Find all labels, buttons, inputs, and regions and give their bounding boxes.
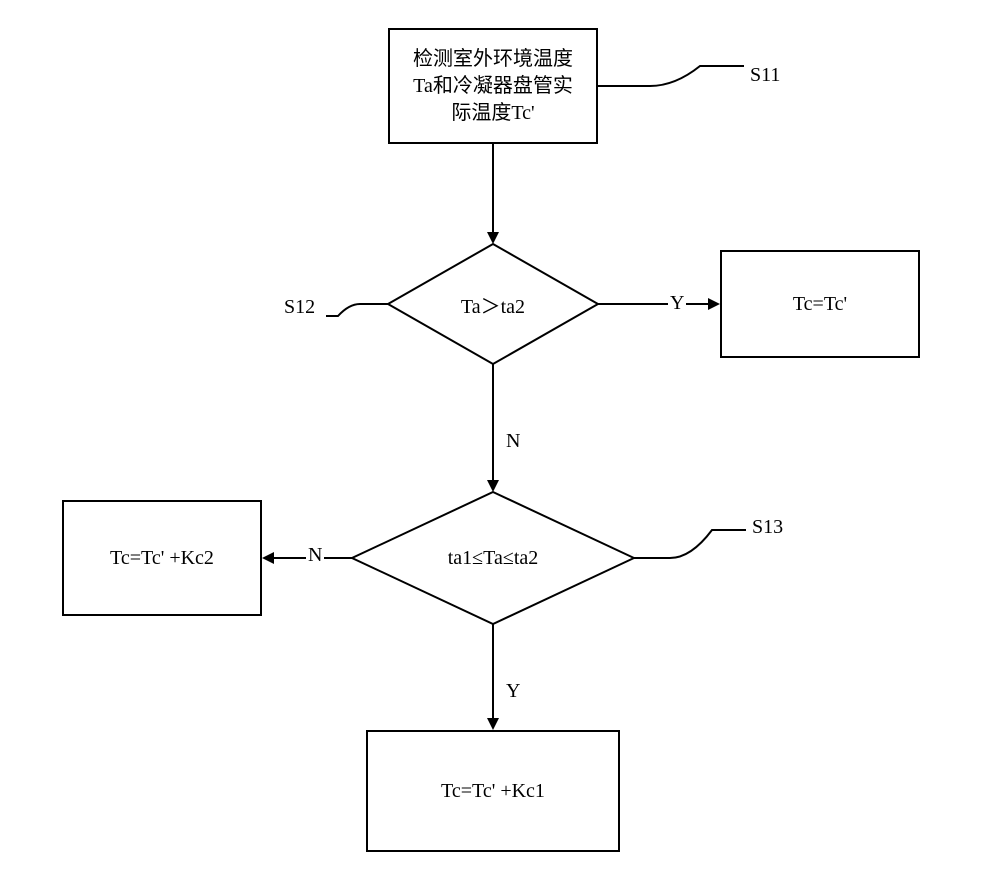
edge-label-Y2: Y: [504, 680, 522, 703]
decision-d2: ta1≤Ta≤ta2: [352, 492, 634, 624]
process-label: Tc=Tc' +Kc1: [441, 778, 545, 805]
edge-label-N1: N: [504, 430, 522, 453]
decision-label: ta1≤Ta≤ta2: [352, 492, 634, 624]
process-label: Tc=Tc' +Kc2: [110, 545, 214, 572]
edge-label-N2: N: [306, 544, 324, 567]
step-label-s12: S12: [284, 296, 315, 319]
process-label: 检测室外环境温度 Ta和冷凝器盘管实 际温度Tc': [413, 46, 573, 127]
flowchart-canvas: 检测室外环境温度 Ta和冷凝器盘管实 际温度Tc' Ta＞ta2 Tc=Tc' ta1…: [0, 0, 1000, 884]
process-n1: 检测室外环境温度 Ta和冷凝器盘管实 际温度Tc': [388, 28, 598, 144]
process-r1: Tc=Tc': [720, 250, 920, 358]
step-label-s13: S13: [752, 516, 783, 539]
process-label: Tc=Tc': [793, 291, 847, 318]
step-label-s11: S11: [750, 64, 780, 87]
process-r2: Tc=Tc' +Kc2: [62, 500, 262, 616]
decision-d1: Ta＞ta2: [388, 244, 598, 364]
process-r3: Tc=Tc' +Kc1: [366, 730, 620, 852]
edge-label-Y1: Y: [668, 292, 686, 315]
decision-label: Ta＞ta2: [388, 244, 598, 364]
